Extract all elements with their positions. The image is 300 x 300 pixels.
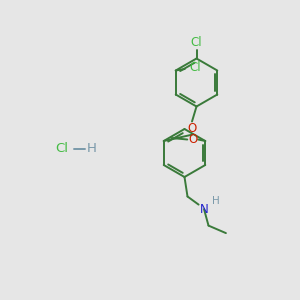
Text: H: H bbox=[212, 196, 220, 206]
Text: H: H bbox=[87, 142, 96, 155]
Text: Cl: Cl bbox=[55, 142, 68, 155]
Text: O: O bbox=[188, 133, 197, 146]
Text: Cl: Cl bbox=[189, 61, 201, 74]
Text: N: N bbox=[200, 202, 208, 216]
Text: Cl: Cl bbox=[190, 36, 202, 49]
Text: O: O bbox=[188, 122, 196, 135]
